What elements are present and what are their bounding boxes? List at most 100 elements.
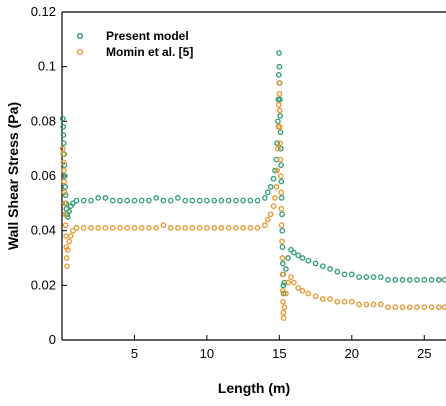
data-point-momin: [264, 216, 271, 223]
data-point-momin: [273, 184, 280, 190]
data-point-present-model: [274, 140, 281, 147]
data-point-momin: [295, 285, 302, 291]
data-point-present-model: [247, 197, 254, 204]
data-point-present-model: [280, 290, 287, 297]
data-point-present-model: [392, 277, 399, 283]
data-point-momin: [441, 304, 446, 311]
data-point-present-model: [377, 274, 384, 280]
x-tick-label: 20: [345, 346, 359, 361]
data-point-momin: [280, 309, 287, 316]
legend: Present model Momin et al. [5]: [76, 29, 193, 59]
data-point-present-model: [277, 113, 284, 119]
data-point-present-model: [334, 268, 341, 275]
data-point-present-model: [240, 197, 246, 204]
data-point-present-model: [88, 197, 94, 204]
legend-label-momin: Momin et al. [5]: [106, 45, 193, 59]
y-tick-label: 0.02: [31, 277, 56, 292]
data-point-present-model: [175, 195, 181, 201]
data-point-momin: [218, 225, 225, 231]
data-point-present-model: [70, 200, 76, 207]
data-point-momin: [279, 271, 286, 278]
data-point-momin: [60, 151, 67, 157]
data-point-present-model: [277, 129, 284, 136]
data-point-momin: [275, 102, 282, 108]
data-point-momin: [363, 301, 370, 308]
data-point-present-model: [276, 50, 282, 56]
data-point-present-model: [196, 197, 203, 204]
data-point-present-model: [66, 208, 73, 215]
data-point-present-model: [211, 197, 218, 204]
data-point-momin: [334, 298, 341, 305]
data-point-present-model: [370, 274, 377, 280]
data-point-momin: [146, 225, 152, 231]
data-point-present-model: [189, 197, 196, 204]
legend-label-present-model: Present model: [106, 29, 189, 43]
data-point-momin: [278, 205, 285, 212]
data-point-present-model: [299, 255, 306, 261]
data-point-momin: [280, 315, 287, 321]
data-point-present-model: [62, 192, 69, 198]
data-point-momin: [167, 225, 174, 231]
data-point-present-model: [290, 249, 297, 256]
data-point-present-model: [275, 118, 281, 125]
data-point-present-model: [138, 197, 145, 204]
data-point-present-model: [319, 263, 326, 270]
data-point-present-model: [305, 257, 312, 264]
data-point-present-model: [275, 72, 282, 78]
data-point-present-model: [399, 277, 406, 283]
data-point-present-model: [277, 96, 283, 103]
data-point-momin: [109, 225, 116, 231]
data-point-present-model: [95, 195, 102, 201]
data-point-momin: [414, 304, 420, 311]
data-point-momin: [276, 91, 283, 97]
data-point-present-model: [279, 244, 286, 250]
data-point-momin: [277, 140, 284, 147]
data-point-momin: [267, 211, 274, 218]
data-point-present-model: [276, 63, 283, 70]
series-layer: [59, 50, 446, 321]
data-point-present-model: [204, 197, 210, 204]
data-point-momin: [262, 222, 268, 229]
data-point-momin: [211, 225, 218, 231]
data-point-present-model: [356, 274, 362, 280]
data-point-present-model: [341, 271, 348, 278]
data-point-momin: [153, 225, 160, 231]
data-point-momin: [95, 225, 102, 231]
legend-marker-momin: [76, 48, 84, 56]
data-point-momin: [73, 225, 80, 231]
data-point-momin: [276, 107, 283, 114]
data-point-momin: [277, 156, 284, 163]
data-point-present-model: [278, 162, 284, 168]
data-point-present-model: [218, 197, 225, 204]
data-point-present-model: [60, 140, 67, 147]
data-point-present-model: [60, 123, 67, 130]
data-point-momin: [276, 80, 282, 86]
data-point-momin: [406, 304, 413, 311]
y-tick-label: 0.12: [31, 4, 56, 19]
y-tick-label: 0.08: [31, 113, 56, 128]
data-point-momin: [182, 225, 189, 231]
data-point-momin: [341, 298, 348, 305]
data-point-present-model: [80, 197, 87, 204]
data-point-present-model: [124, 197, 131, 204]
data-point-present-model: [102, 195, 109, 201]
data-point-present-model: [262, 195, 268, 201]
data-point-momin: [80, 225, 87, 231]
data-point-present-model: [117, 197, 123, 204]
data-point-present-model: [277, 145, 284, 152]
data-point-present-model: [279, 227, 286, 234]
data-point-present-model: [348, 271, 355, 278]
data-point-momin: [272, 195, 278, 201]
data-point-present-model: [285, 255, 291, 261]
data-point-present-model: [441, 277, 446, 283]
data-point-momin: [283, 290, 289, 297]
data-point-present-model: [167, 197, 174, 204]
plot-frame: [61, 11, 446, 341]
data-point-present-model: [278, 178, 285, 185]
data-point-momin: [281, 304, 288, 311]
data-point-momin: [175, 225, 181, 231]
data-point-present-model: [146, 197, 152, 204]
data-point-present-model: [160, 197, 167, 204]
data-point-momin: [279, 255, 286, 261]
data-point-momin: [88, 225, 94, 231]
